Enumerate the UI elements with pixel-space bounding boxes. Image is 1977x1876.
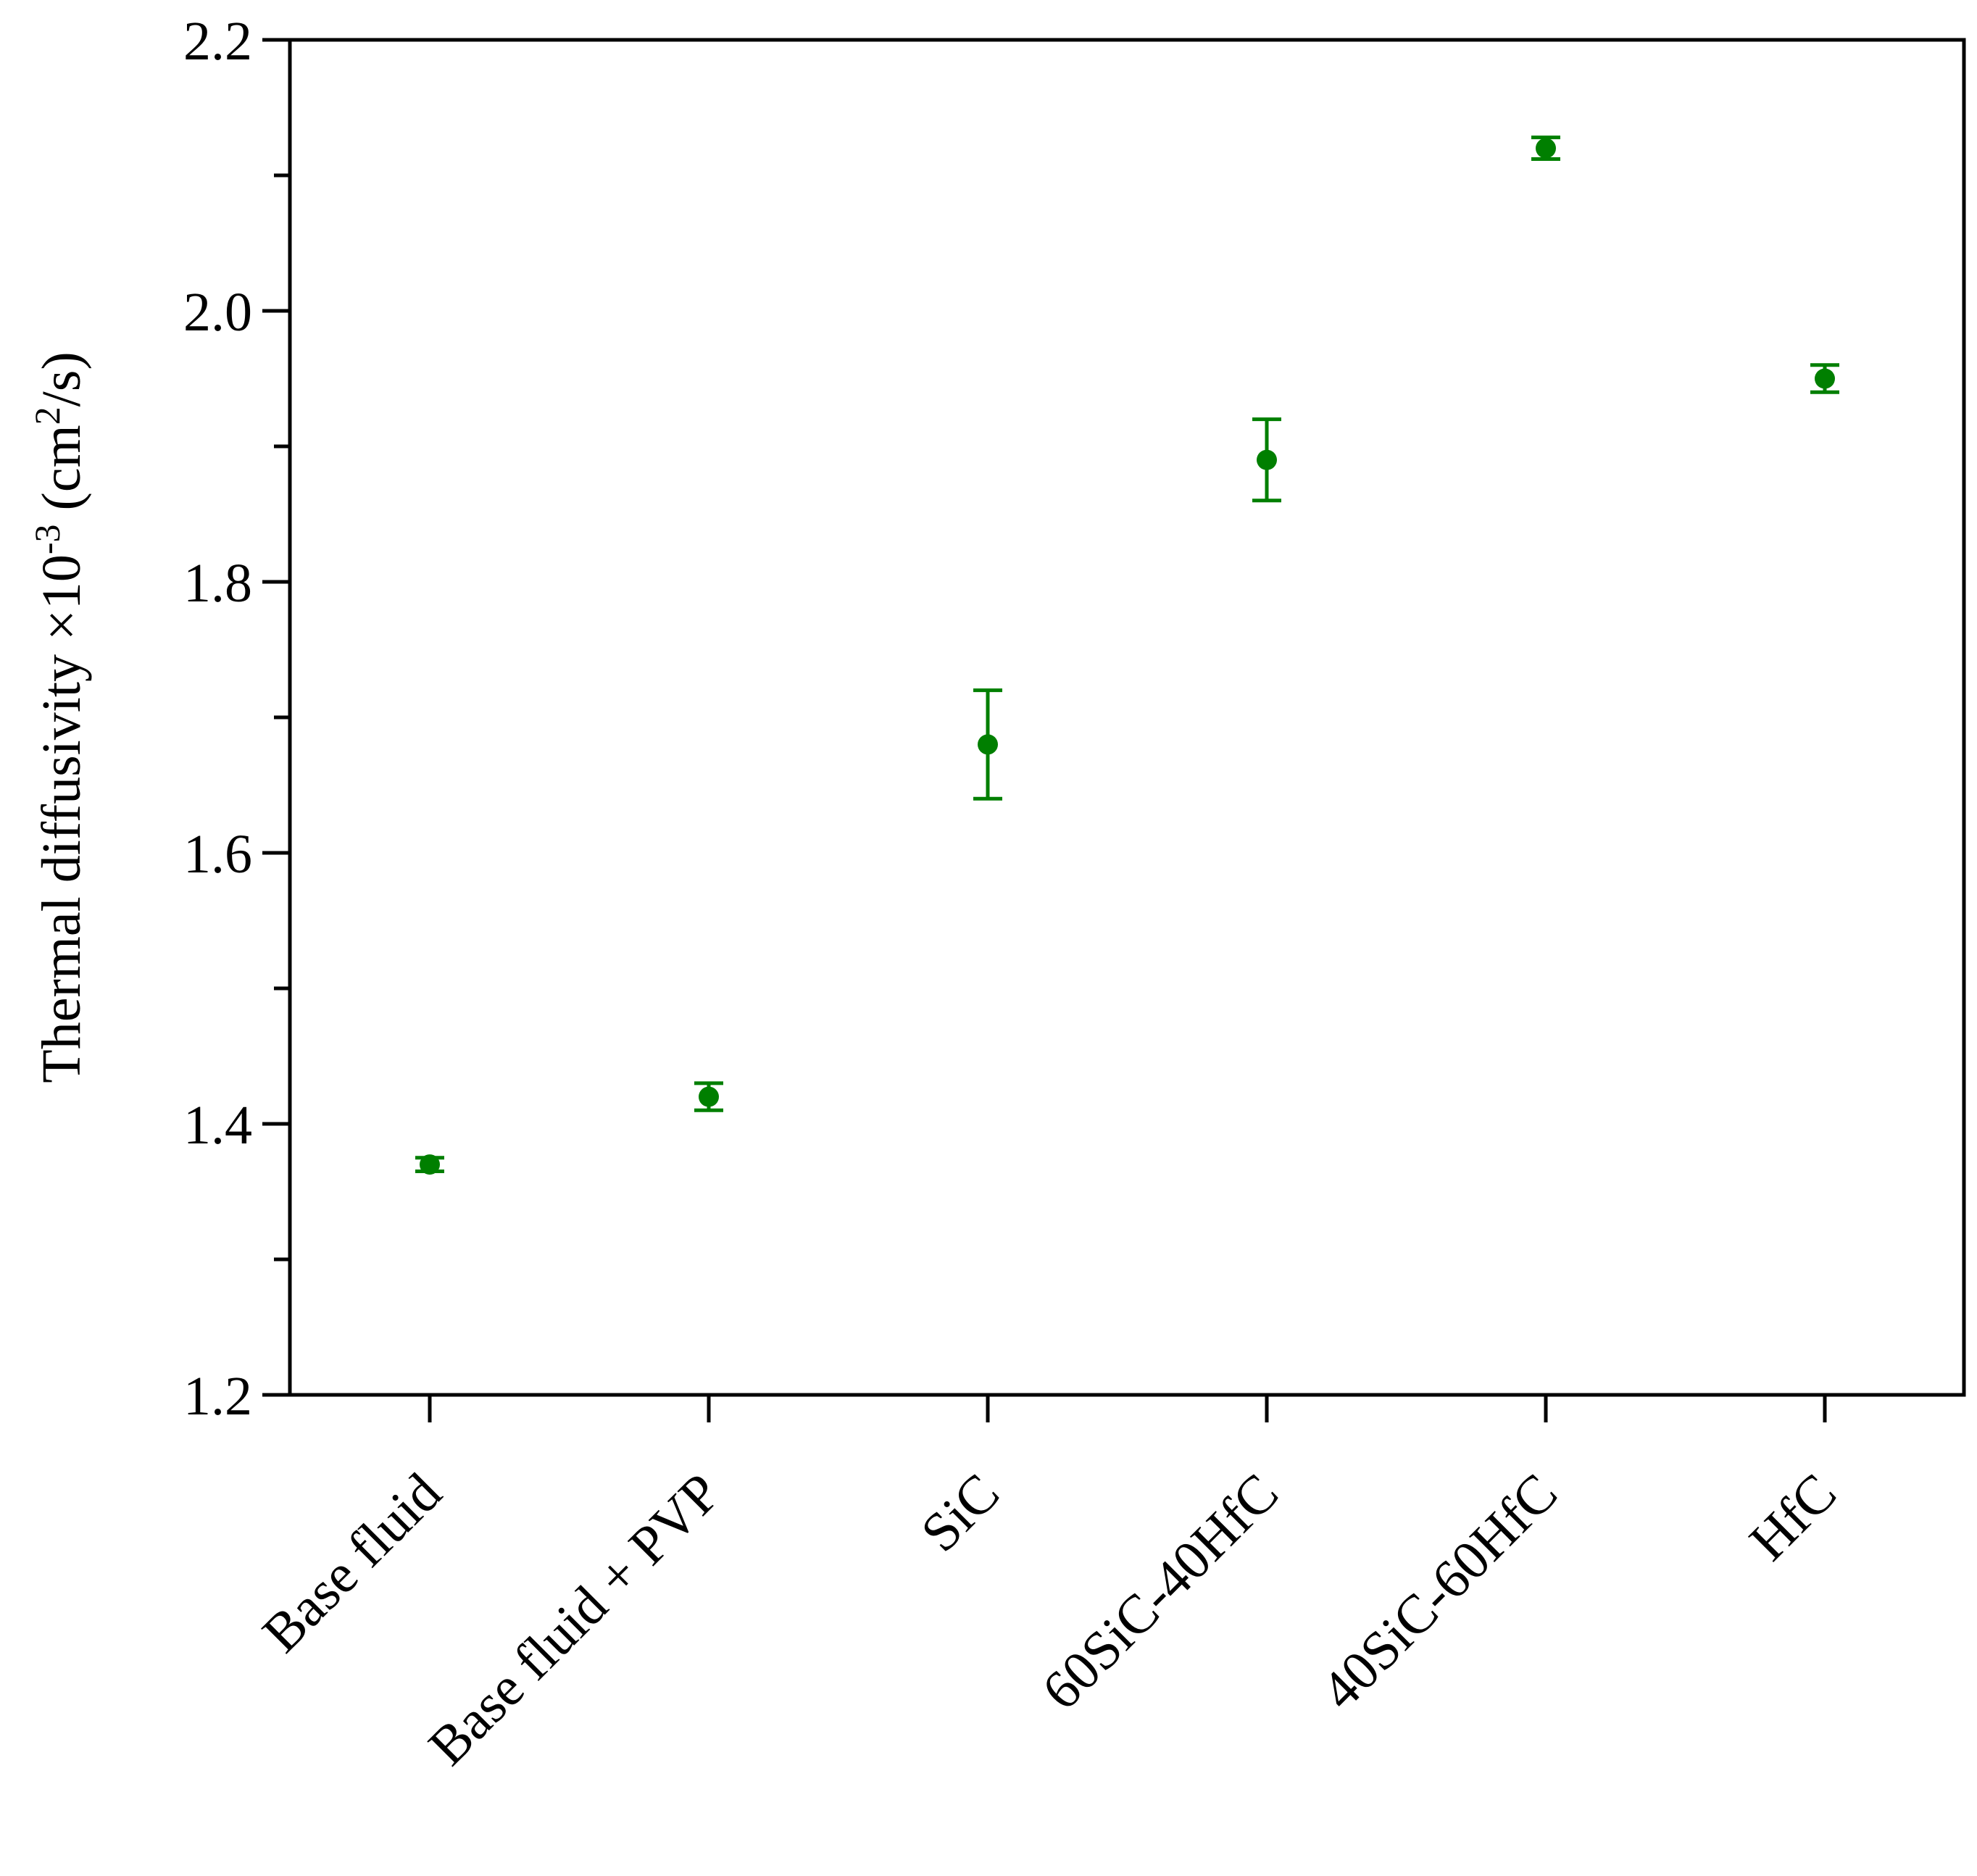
y-tick-label: 2.0 bbox=[183, 282, 252, 343]
y-axis-title-main: Thermal diffusivity ×10 bbox=[31, 554, 92, 1083]
x-category-label: Base fluid bbox=[251, 1462, 453, 1664]
data-point bbox=[1257, 449, 1277, 470]
data-series bbox=[415, 136, 1839, 1175]
y-axis-title-unit-close: /s) bbox=[31, 351, 92, 407]
y-axis-ticks: 1.2 1.4 1.6 1.8 2.0 2.2 bbox=[183, 11, 290, 1427]
y-tick-label: 1.8 bbox=[183, 553, 252, 614]
data-point bbox=[420, 1154, 440, 1175]
x-category-label: Base fluid + PVP bbox=[417, 1462, 732, 1777]
y-tick-label: 1.4 bbox=[183, 1095, 252, 1156]
data-point bbox=[978, 734, 998, 755]
x-category-label: 60SiC-40HfC bbox=[1031, 1462, 1290, 1722]
y-tick-label: 1.2 bbox=[183, 1366, 252, 1427]
data-point bbox=[1815, 368, 1835, 389]
y-tick-label: 2.2 bbox=[183, 11, 252, 72]
x-category-label: 40SiC-60HfC bbox=[1310, 1462, 1569, 1722]
x-category-label: SiC bbox=[910, 1462, 1011, 1564]
y-axis-title-unit-open: (cm bbox=[31, 425, 92, 524]
y-axis-title-exponent: -3 bbox=[27, 524, 67, 554]
y-tick-label: 1.6 bbox=[183, 824, 252, 885]
data-point bbox=[699, 1086, 719, 1107]
data-point bbox=[1536, 138, 1556, 159]
plot-frame bbox=[288, 38, 1966, 1397]
x-category-label: HfC bbox=[1738, 1462, 1848, 1572]
y-axis-title: Thermal diffusivity ×10-3 (cm2/s) bbox=[27, 351, 92, 1083]
y-axis-title-unit-exponent: 2 bbox=[27, 407, 67, 425]
